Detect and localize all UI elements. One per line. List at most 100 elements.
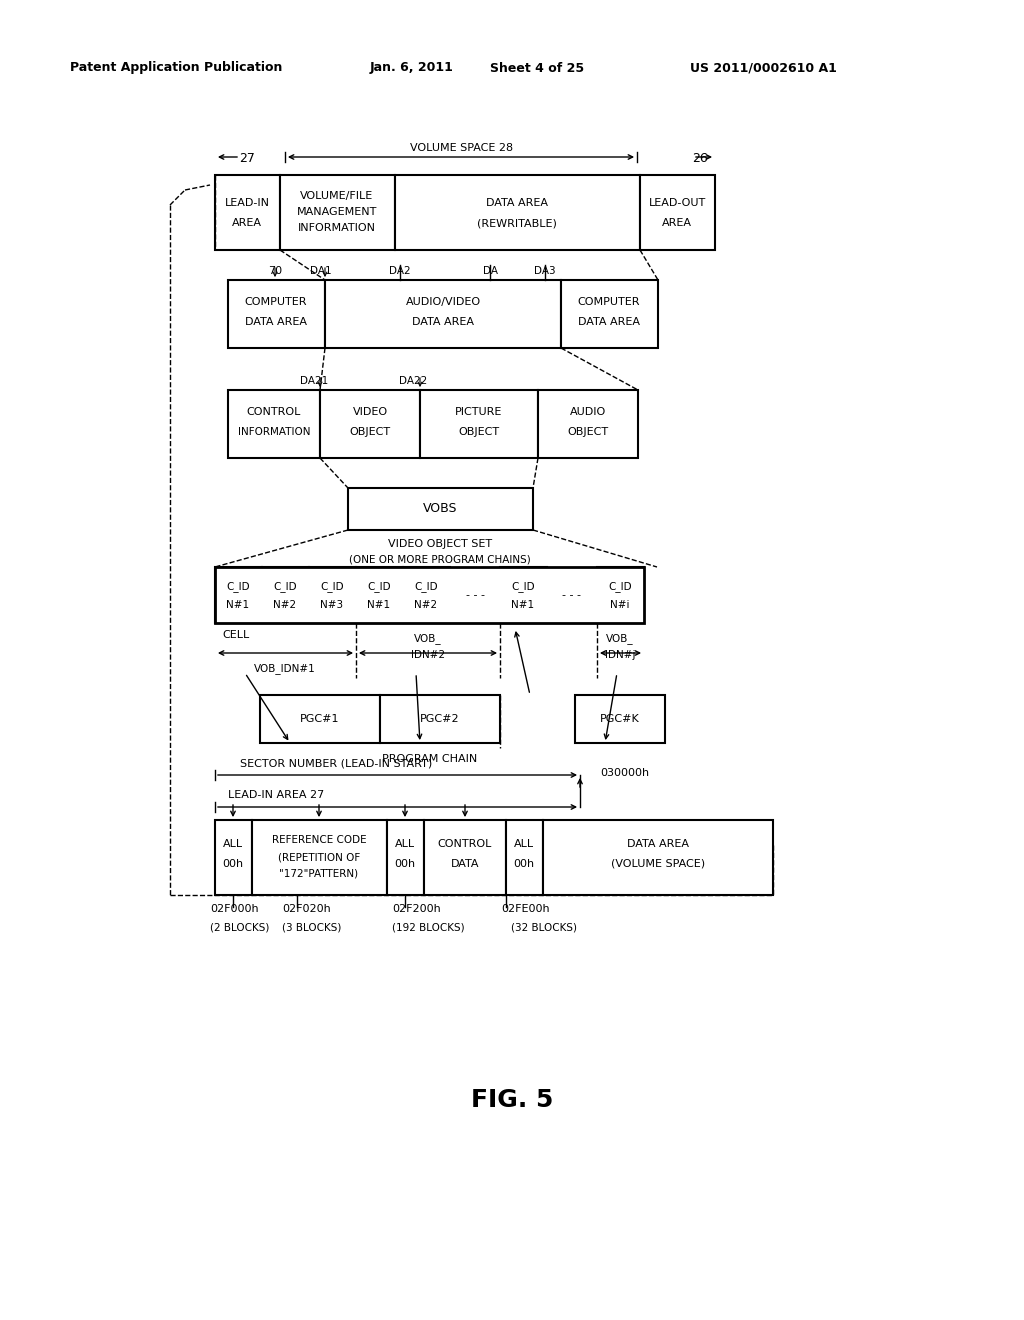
Text: US 2011/0002610 A1: US 2011/0002610 A1 (690, 62, 837, 74)
Text: 00h: 00h (513, 859, 535, 869)
Bar (215, 176, 280, 249)
Text: ALL: ALL (223, 840, 243, 849)
Text: PROGRAM CHAIN: PROGRAM CHAIN (382, 754, 477, 764)
Text: DATA AREA: DATA AREA (486, 198, 548, 209)
Bar (309, 568, 356, 623)
Text: - - -: - - - (466, 590, 484, 601)
Bar (319, 389, 420, 458)
Text: DA2: DA2 (389, 267, 411, 276)
Bar (500, 568, 547, 623)
Text: 70: 70 (268, 267, 282, 276)
Bar (395, 176, 640, 249)
Text: DATA: DATA (451, 859, 479, 869)
Text: (VOLUME SPACE): (VOLUME SPACE) (611, 859, 706, 869)
Text: (ONE OR MORE PROGRAM CHAINS): (ONE OR MORE PROGRAM CHAINS) (349, 554, 530, 565)
Bar (215, 820, 252, 895)
Text: 02F200h: 02F200h (392, 904, 440, 913)
Text: ALL: ALL (395, 840, 415, 849)
Bar (325, 280, 561, 348)
Text: 030000h: 030000h (600, 768, 649, 777)
Text: (3 BLOCKS): (3 BLOCKS) (282, 921, 341, 932)
Text: DA1: DA1 (310, 267, 332, 276)
Bar (420, 389, 538, 458)
Text: CONTROL: CONTROL (438, 840, 493, 849)
Text: LEAD-IN AREA 27: LEAD-IN AREA 27 (228, 789, 325, 800)
Text: OBJECT: OBJECT (459, 426, 500, 437)
Text: VOLUME SPACE 28: VOLUME SPACE 28 (411, 143, 514, 153)
Bar (543, 820, 773, 895)
Text: N#1: N#1 (368, 601, 390, 610)
Text: VIDEO OBJECT SET: VIDEO OBJECT SET (388, 539, 493, 549)
Text: AREA: AREA (232, 218, 262, 228)
Text: VOBS: VOBS (423, 503, 458, 516)
Text: DATA AREA: DATA AREA (578, 317, 640, 327)
Bar (403, 568, 450, 623)
Bar (215, 568, 644, 623)
Text: C_ID: C_ID (273, 582, 297, 593)
Text: (192 BLOCKS): (192 BLOCKS) (392, 921, 465, 932)
Bar (640, 176, 715, 249)
Text: OBJECT: OBJECT (349, 426, 390, 437)
Text: IDN#j: IDN#j (605, 649, 635, 660)
Bar (387, 820, 424, 895)
Text: 02F000h: 02F000h (210, 904, 259, 913)
Text: DATA AREA: DATA AREA (412, 317, 474, 327)
Text: 27: 27 (239, 152, 255, 165)
Text: LEAD-IN: LEAD-IN (224, 198, 269, 209)
Text: (REPETITION OF: (REPETITION OF (278, 851, 360, 862)
Bar (356, 568, 403, 623)
Text: OBJECT: OBJECT (567, 426, 608, 437)
Text: VOB_: VOB_ (414, 634, 441, 644)
Bar (561, 280, 658, 348)
Text: PGC#1: PGC#1 (300, 714, 340, 723)
Bar (215, 568, 262, 623)
Text: VOB_IDN#1: VOB_IDN#1 (254, 664, 315, 675)
Bar (280, 176, 395, 249)
Text: AUDIO: AUDIO (570, 407, 606, 417)
Text: DA3: DA3 (535, 267, 556, 276)
Bar (575, 696, 665, 743)
Text: LEAD-OUT: LEAD-OUT (648, 198, 706, 209)
Text: INFORMATION: INFORMATION (298, 223, 376, 234)
Bar (538, 389, 638, 458)
Text: CELL: CELL (222, 630, 249, 640)
Text: VIDEO: VIDEO (352, 407, 387, 417)
Text: DA: DA (482, 267, 498, 276)
Text: C_ID: C_ID (226, 582, 250, 593)
Text: N#3: N#3 (321, 601, 344, 610)
Text: COMPUTER: COMPUTER (578, 297, 640, 308)
Text: SECTOR NUMBER (LEAD-IN START): SECTOR NUMBER (LEAD-IN START) (240, 758, 432, 768)
Text: C_ID: C_ID (414, 582, 438, 593)
Text: (2 BLOCKS): (2 BLOCKS) (210, 921, 269, 932)
Text: C_ID: C_ID (368, 582, 391, 593)
Text: DA22: DA22 (399, 376, 427, 385)
Bar (424, 820, 506, 895)
Text: N#2: N#2 (415, 601, 437, 610)
Text: DATA AREA: DATA AREA (627, 840, 689, 849)
Text: REFERENCE CODE: REFERENCE CODE (271, 836, 367, 845)
Text: FIG. 5: FIG. 5 (471, 1088, 553, 1111)
Text: C_ID: C_ID (511, 582, 535, 593)
Bar (380, 696, 500, 743)
Text: "172"PATTERN): "172"PATTERN) (280, 869, 358, 879)
Text: (REWRITABLE): (REWRITABLE) (477, 218, 557, 228)
Text: AREA: AREA (662, 218, 692, 228)
Text: MANAGEMENT: MANAGEMENT (297, 207, 377, 216)
Text: N#2: N#2 (273, 601, 297, 610)
Text: Patent Application Publication: Patent Application Publication (70, 62, 283, 74)
Text: COMPUTER: COMPUTER (245, 297, 307, 308)
Text: C_ID: C_ID (321, 582, 344, 593)
Text: Sheet 4 of 25: Sheet 4 of 25 (490, 62, 584, 74)
Text: C_ID: C_ID (608, 582, 632, 593)
Text: VOLUME/FILE: VOLUME/FILE (300, 191, 374, 201)
Text: VOB_: VOB_ (606, 634, 634, 644)
Text: INFORMATION: INFORMATION (238, 426, 310, 437)
Bar (228, 280, 325, 348)
Text: IDN#2: IDN#2 (411, 649, 445, 660)
Bar (506, 820, 543, 895)
Bar (348, 488, 534, 531)
Text: CONTROL: CONTROL (247, 407, 301, 417)
Text: DA21: DA21 (300, 376, 328, 385)
Text: 26: 26 (692, 152, 708, 165)
Text: (32 BLOCKS): (32 BLOCKS) (511, 921, 577, 932)
